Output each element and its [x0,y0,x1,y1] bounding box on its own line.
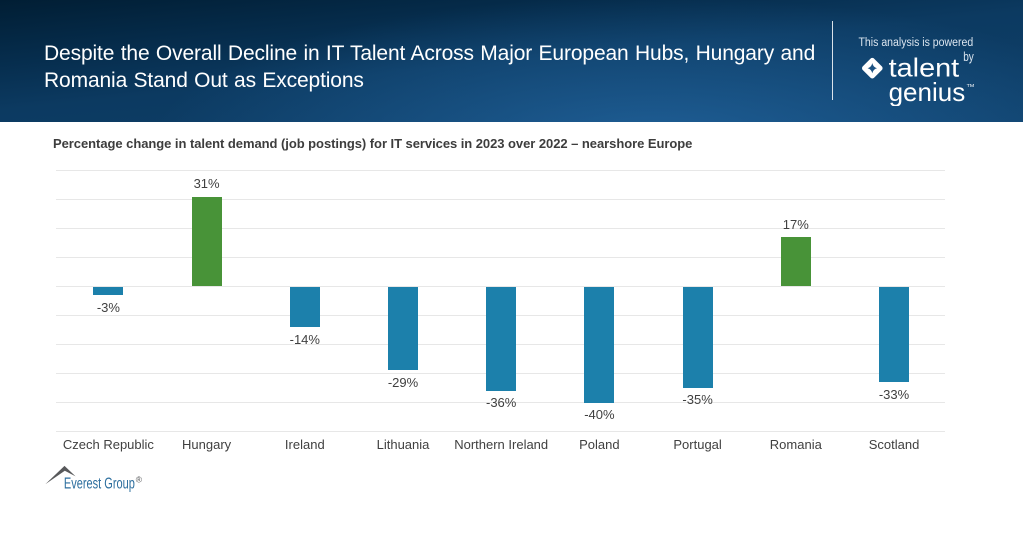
svg-text:genius: genius [889,77,966,106]
svg-text:TM: TM [967,83,975,89]
svg-text:talent: talent [889,52,960,82]
svg-text:This analysis is powered: This analysis is powered [859,37,974,49]
svg-text:by: by [963,49,974,64]
svg-text:®: ® [136,475,143,485]
svg-text:Everest Group: Everest Group [64,476,135,493]
